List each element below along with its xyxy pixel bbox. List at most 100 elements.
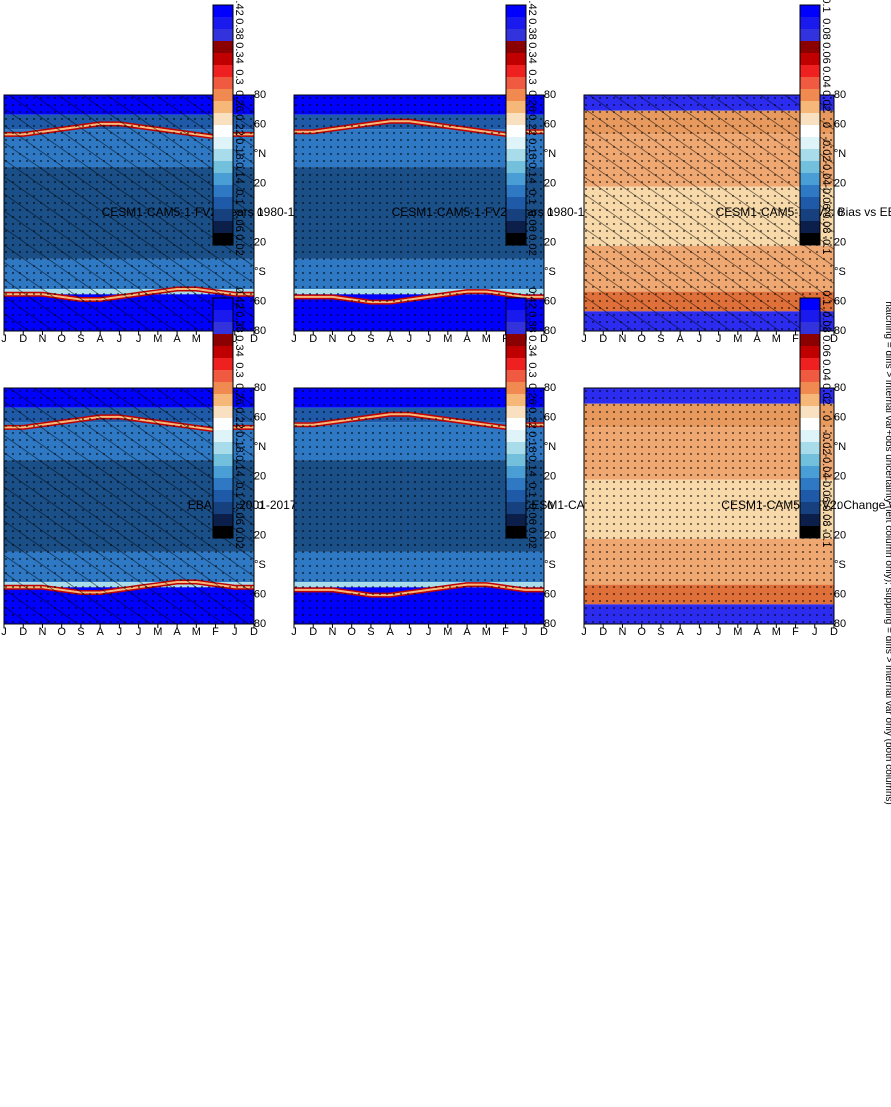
month-label: F (792, 626, 799, 638)
colorbar-swatch (213, 125, 233, 138)
plot-left-top: DJFMAMJJASONDJ8060°N20020°S6080CESM1-CAM… (1, 89, 442, 345)
month-label: D (540, 626, 548, 638)
lat-label: 20 (544, 470, 556, 482)
month-label: F (502, 626, 509, 638)
colorbar-swatch (506, 370, 526, 383)
colorbar-swatch (800, 490, 820, 503)
colorbar-swatch (506, 334, 526, 347)
month-label: D (19, 333, 27, 345)
month-label: M (153, 626, 162, 638)
colorbar-label: 0.22 (526, 407, 538, 428)
lat-label: 80 (834, 89, 846, 101)
colorbar-swatch (506, 41, 526, 54)
colorbar-swatch (800, 125, 820, 138)
lat-label: °N (544, 148, 556, 160)
colorbar-swatch (213, 442, 233, 455)
colorbar-swatch (506, 526, 526, 539)
lat-label: 20 (254, 177, 266, 189)
lat-label: 80 (834, 325, 846, 337)
month-label: M (443, 333, 452, 345)
colorbar-label: 0.38 (526, 311, 538, 332)
lat-label: °N (254, 148, 266, 160)
colorbar-swatch (800, 358, 820, 371)
colorbar-swatch (213, 101, 233, 114)
month-label: O (347, 333, 356, 345)
colorbar-swatch (213, 5, 233, 18)
colorbar-label: 0.42 (233, 0, 245, 16)
colorbar-label: 0.06 (233, 503, 245, 524)
month-label: A (753, 626, 761, 638)
month-label: D (19, 626, 27, 638)
month-label: A (463, 333, 471, 345)
colorbar-label: 0.08 (820, 311, 832, 332)
lat-label: °N (834, 148, 846, 160)
lat-label: 0 (257, 500, 263, 512)
colorbar-swatch (800, 442, 820, 455)
colorbar-swatch (506, 77, 526, 90)
colorbar-label: -0.08 (820, 208, 832, 233)
colorbar-label: 0.22 (526, 114, 538, 135)
colorbar-label: -0.08 (820, 501, 832, 526)
colorbar-label: 0 (820, 415, 832, 421)
month-label: M (153, 333, 162, 345)
month-label: M (482, 333, 491, 345)
colorbar-swatch (506, 358, 526, 371)
colorbar-swatch (506, 149, 526, 162)
month-label: N (328, 626, 336, 638)
colorbar-swatch (506, 490, 526, 503)
lat-label: 20 (254, 529, 266, 541)
colorbar-label: 0.26 (526, 383, 538, 404)
lat-label: °S (544, 266, 556, 278)
colorbar-swatch (213, 478, 233, 491)
month-label: M (192, 626, 201, 638)
colorbar-swatch (506, 322, 526, 335)
month-label: S (77, 626, 84, 638)
lat-label: 20 (544, 529, 556, 541)
month-label: F (792, 333, 799, 345)
colorbar-swatch (506, 161, 526, 174)
plot-left-top-inner: DJFMAMJJASONDJ8060°N20020°S6080CESM1-CAM… (1, 89, 442, 345)
month-label: J (232, 333, 238, 345)
month-label: J (716, 333, 722, 345)
month-label: A (463, 626, 471, 638)
colorbar-swatch (506, 197, 526, 210)
lat-label: 20 (834, 177, 846, 189)
colorbar-swatch (213, 358, 233, 371)
lat-label: 80 (254, 382, 266, 394)
month-label: M (482, 626, 491, 638)
lat-label: 60 (544, 118, 556, 130)
footer-note: hatching = diffs > internal var+obs unce… (883, 301, 891, 805)
colorbar-label: 0.3 (233, 362, 245, 377)
colorbar-label: 0.14 (526, 162, 538, 183)
colorbar-swatch (506, 454, 526, 467)
month-label: D (309, 626, 317, 638)
colorbar-swatch (800, 334, 820, 347)
lat-label: 0 (547, 207, 553, 219)
lat-label: 80 (544, 618, 556, 630)
lat-label: 80 (254, 618, 266, 630)
colorbar-swatch (506, 137, 526, 150)
colorbar-swatch (800, 466, 820, 479)
colorbar-label: 0.42 (526, 287, 538, 308)
month-label: D (250, 626, 258, 638)
colorbar-swatch (506, 209, 526, 222)
colorbar-label: 0 (820, 122, 832, 128)
lat-label: 80 (544, 382, 556, 394)
colorbar-label: 0.06 (820, 42, 832, 63)
lat-label: °N (254, 441, 266, 453)
colorbar-label: -0.02 (820, 429, 832, 454)
colorbar-swatch (800, 298, 820, 311)
colorbar-label: -0.06 (820, 477, 832, 502)
colorbar-swatch (506, 65, 526, 78)
lat-label: 60 (834, 411, 846, 423)
month-label: N (38, 333, 46, 345)
month-label: M (772, 626, 781, 638)
colorbar-swatch (213, 334, 233, 347)
month-label: A (173, 626, 181, 638)
colorbar-swatch (800, 418, 820, 431)
colorbar-swatch (800, 173, 820, 186)
lat-label: 60 (834, 295, 846, 307)
lat-label: 60 (254, 295, 266, 307)
plot-frame (293, 387, 545, 625)
lat-label: 60 (544, 295, 556, 307)
